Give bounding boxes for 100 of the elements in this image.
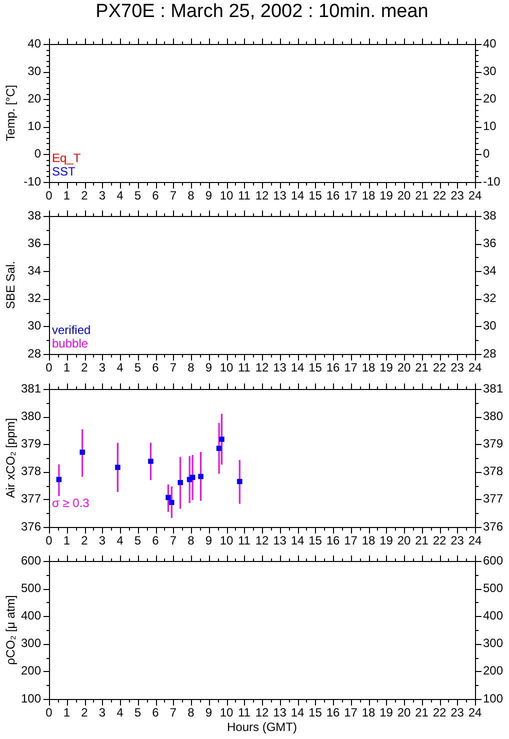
x-tick-label: 0 [46,188,53,203]
x-tick-label: 20 [397,360,411,375]
point [166,494,171,500]
y-tick-label: 10 [28,119,42,134]
y-tick-label: 500 [20,580,42,595]
x-tick-label: 14 [290,706,304,720]
x-tick-label: 20 [397,534,411,548]
x-tick-label: 8 [188,534,195,548]
y-tick-label: 377 [20,492,42,506]
y-tick-label: 380 [20,408,42,423]
x-tick-label: 6 [152,188,160,203]
x-tick-label: 24 [468,360,482,375]
y-tick-label: 100 [20,691,42,706]
x-tick-label: 13 [273,188,287,203]
y-axis-title: SBE Sal. [4,260,18,310]
x-tick-label: 11 [238,188,251,203]
x-tick-label: 11 [238,534,251,548]
y-tick-label: 0 [34,146,42,161]
x-tick-label: 24 [468,188,482,203]
x-tick-label: 1 [63,360,70,375]
x-tick-label: 20 [397,188,411,203]
x-tick-label: 1 [63,706,70,720]
x-tick-label: 7 [170,706,177,720]
y-tick-label: 30 [28,318,42,333]
point [80,450,85,455]
x-tick-label: 22 [432,360,446,375]
x-tick-label: 17 [344,706,358,720]
x-tick-label: 9 [205,188,212,203]
x-tick-label: 9 [205,706,212,720]
y-tick-label: 200 [20,664,42,678]
x-tick-label: 19 [380,534,394,548]
x-tick-label: 24 [468,534,482,548]
y-tick-label: 30 [28,64,42,78]
y2-tick-label: 28 [483,346,497,360]
y2-tick-label: 377 [483,492,504,506]
x-tick-label: 10 [220,360,234,375]
y-axis-title: Air xCO₂ [ppm] [4,418,18,498]
y2-tick-label: 40 [483,36,497,50]
x-tick-label: 5 [134,360,142,375]
y-tick-label: 40 [28,36,42,50]
x-tick-label: 13 [273,534,287,548]
x-tick-label: 3 [98,360,106,375]
x-tick-label: 0 [46,360,53,375]
y2-tick-label: 376 [483,519,504,534]
y-tick-label: 20 [28,92,42,106]
x-tick-label: 18 [362,188,376,203]
x-tick-label: 13 [273,706,287,720]
x-tick-label: 12 [255,706,269,720]
point [237,478,242,484]
legend-label: Eq_T [52,150,82,165]
point [219,436,224,442]
y-tick-label: -10 [24,174,42,188]
x-tick-label: 16 [326,706,340,720]
x-tick-label: 10 [220,706,234,720]
x-tick-label: 13 [273,360,287,375]
y2-tick-label: 379 [483,436,504,451]
x-tick-label: 16 [326,534,340,548]
x-tick-label: 23 [450,360,464,375]
y2-tick-label: 200 [483,664,504,678]
x-tick-label: 19 [380,188,394,203]
point [190,474,196,480]
y-axis-title: ρCO₂ [μ atm] [4,595,18,665]
x-tick-label: 19 [380,706,394,720]
chart-title: PX70E : March 25, 2002 : 10min. mean [96,1,428,22]
annotation: σ ≥ 0.3 [52,496,90,510]
y2-tick-label: 38 [483,208,497,222]
x-tick-label: 1 [63,188,70,203]
x-tick-label: 11 [238,706,251,720]
x-tick-label: 14 [290,534,304,548]
x-tick-label: 3 [98,188,106,203]
x-tick-label: 12 [255,360,269,375]
y2-tick-label: 300 [483,636,504,650]
x-tick-label: 21 [415,706,429,720]
y2-tick-label: 20 [483,92,497,106]
x-tick-label: 23 [450,188,464,203]
x-tick-label: 1 [63,534,70,548]
x-tick-label: 16 [326,188,340,203]
x-tick-label: 17 [344,188,358,203]
y2-tick-label: 400 [483,608,504,623]
y2-tick-label: 30 [483,318,497,333]
x-tick-label: 10 [220,188,234,203]
y2-tick-label: 381 [483,381,504,396]
point [148,458,154,464]
y-tick-label: 36 [28,236,42,250]
x-tick-label: 15 [308,188,322,203]
y2-tick-label: 378 [483,464,504,478]
x-tick-label: 18 [362,534,376,548]
x-tick-label: 24 [468,706,482,720]
y2-tick-label: 500 [483,580,504,595]
x-tick-label: 0 [46,534,53,548]
y-tick-label: 600 [20,553,42,568]
y-tick-label: 300 [20,636,42,650]
y-tick-label: 379 [20,436,42,451]
y-tick-label: 400 [20,608,42,623]
x-tick-label: 22 [432,188,446,203]
y2-tick-label: 10 [483,119,497,134]
y-tick-label: 376 [20,519,42,534]
x-axis-title: Hours (GMT) [227,720,297,734]
point [216,446,222,451]
x-tick-label: 7 [170,188,177,203]
